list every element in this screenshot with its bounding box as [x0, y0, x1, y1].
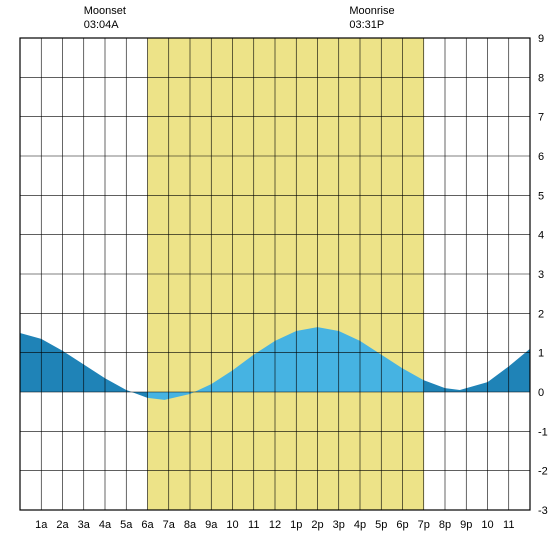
x-tick-label: 1a	[35, 519, 48, 531]
moon-event-title: Moonrise	[349, 5, 394, 17]
x-tick-label: 8p	[439, 519, 451, 531]
x-tick-label: 9a	[205, 519, 218, 531]
x-tick-label: 6a	[141, 519, 154, 531]
x-tick-label: 4a	[99, 519, 112, 531]
moon-event-time: 03:04A	[84, 19, 120, 31]
x-tick-label: 6p	[396, 519, 408, 531]
y-tick-label: 6	[538, 151, 544, 163]
x-tick-label: 4p	[354, 519, 366, 531]
x-tick-label: 11	[503, 519, 514, 531]
x-tick-label: 11	[248, 519, 259, 531]
x-tick-label: 5p	[375, 519, 387, 531]
x-tick-label: 2a	[56, 519, 69, 531]
x-tick-label: 3p	[333, 519, 345, 531]
y-tick-label: 5	[538, 190, 544, 202]
y-tick-label: 4	[538, 230, 544, 242]
x-tick-label: 5a	[120, 519, 133, 531]
y-tick-label: -2	[538, 466, 548, 478]
y-tick-label: 1	[538, 348, 544, 360]
y-tick-label: 7	[538, 112, 544, 124]
x-tick-label: 10	[226, 519, 238, 531]
y-tick-label: -3	[538, 505, 548, 517]
x-tick-label: 9p	[460, 519, 472, 531]
x-tick-label: 3a	[78, 519, 91, 531]
y-tick-label: 3	[538, 269, 544, 281]
x-tick-label: 7p	[418, 519, 430, 531]
x-tick-label: 1p	[290, 519, 302, 531]
chart-svg: -3-2-101234567891a2a3a4a5a6a7a8a9a101112…	[0, 0, 550, 550]
moon-event-title: Moonset	[84, 5, 126, 17]
y-tick-label: 0	[538, 387, 544, 399]
x-tick-label: 7a	[163, 519, 176, 531]
y-tick-label: 2	[538, 308, 544, 320]
tide-chart: -3-2-101234567891a2a3a4a5a6a7a8a9a101112…	[0, 0, 550, 550]
y-tick-label: -1	[538, 426, 548, 438]
x-tick-label: 2p	[311, 519, 323, 531]
y-tick-label: 9	[538, 33, 544, 45]
y-tick-label: 8	[538, 72, 544, 84]
x-tick-label: 12	[269, 519, 281, 531]
x-tick-label: 10	[481, 519, 493, 531]
x-tick-label: 8a	[184, 519, 197, 531]
moon-event-time: 03:31P	[349, 19, 384, 31]
